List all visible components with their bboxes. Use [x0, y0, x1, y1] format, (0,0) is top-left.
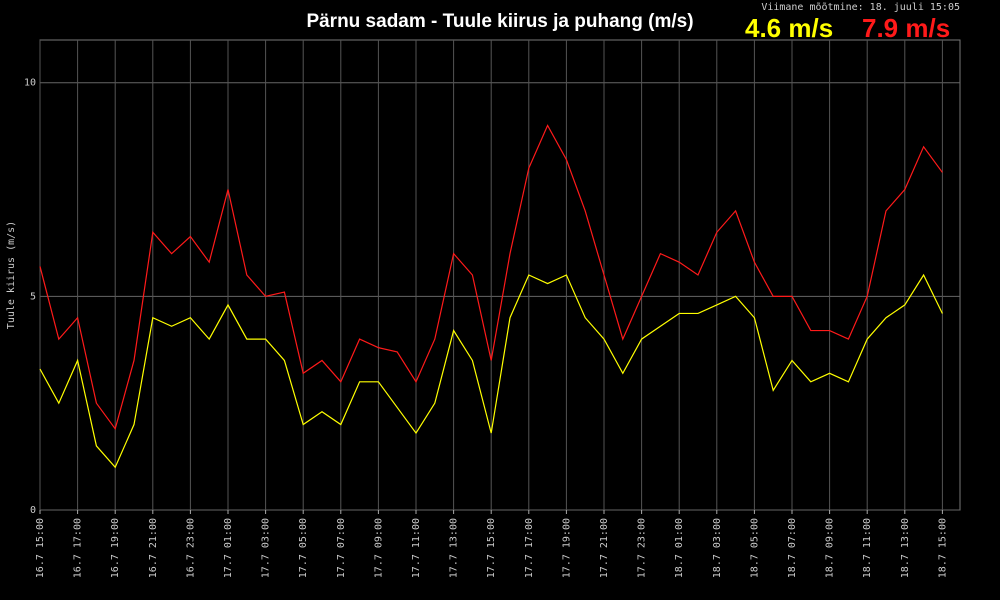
x-tick-label: 17.7 19:00	[561, 518, 572, 578]
x-tick-label: 16.7 15:00	[35, 518, 46, 578]
x-tick-label: 17.7 01:00	[223, 518, 234, 578]
x-tick-label: 16.7 19:00	[110, 518, 121, 578]
y-axis-label: Tuule kiirus (m/s)	[6, 221, 17, 329]
x-tick-label: 18.7 15:00	[937, 518, 948, 578]
x-tick-label: 18.7 13:00	[900, 518, 911, 578]
x-tick-label: 17.7 09:00	[373, 518, 384, 578]
x-tick-label: 17.7 05:00	[298, 518, 309, 578]
x-tick-label: 16.7 21:00	[148, 518, 159, 578]
x-tick-label: 17.7 17:00	[524, 518, 535, 578]
chart-title: Pärnu sadam - Tuule kiirus ja puhang (m/…	[306, 11, 693, 32]
y-tick-label: 10	[24, 78, 36, 89]
x-tick-label: 17.7 13:00	[449, 518, 460, 578]
x-tick-label: 17.7 03:00	[261, 518, 272, 578]
y-tick-label: 0	[30, 505, 36, 516]
x-tick-label: 18.7 05:00	[749, 518, 760, 578]
x-tick-label: 16.7 17:00	[73, 518, 84, 578]
x-tick-label: 17.7 15:00	[486, 518, 497, 578]
x-tick-label: 18.7 11:00	[862, 518, 873, 578]
series-line	[39, 124, 943, 431]
plot-area	[39, 39, 961, 511]
x-tick-label: 18.7 01:00	[674, 518, 685, 578]
current-speed: 4.6 m/s	[745, 13, 833, 43]
x-tick-label: 18.7 03:00	[712, 518, 723, 578]
y-tick-label: 5	[30, 291, 36, 302]
x-tick-label: 18.7 07:00	[787, 518, 798, 578]
x-tick-label: 17.7 23:00	[637, 518, 648, 578]
x-tick-label: 18.7 09:00	[825, 518, 836, 578]
series-line	[39, 273, 943, 469]
x-tick-label: 17.7 11:00	[411, 518, 422, 578]
last-measurement: Viimane mõõtmine: 18. juuli 15:05	[761, 2, 960, 13]
x-tick-label: 16.7 23:00	[185, 518, 196, 578]
x-tick-label: 17.7 21:00	[599, 518, 610, 578]
x-tick-label: 17.7 07:00	[336, 518, 347, 578]
current-gust: 7.9 m/s	[862, 13, 950, 43]
